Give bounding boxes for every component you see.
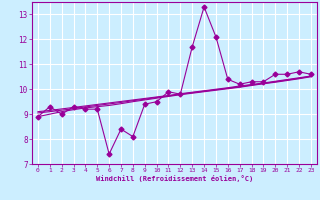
X-axis label: Windchill (Refroidissement éolien,°C): Windchill (Refroidissement éolien,°C)	[96, 175, 253, 182]
